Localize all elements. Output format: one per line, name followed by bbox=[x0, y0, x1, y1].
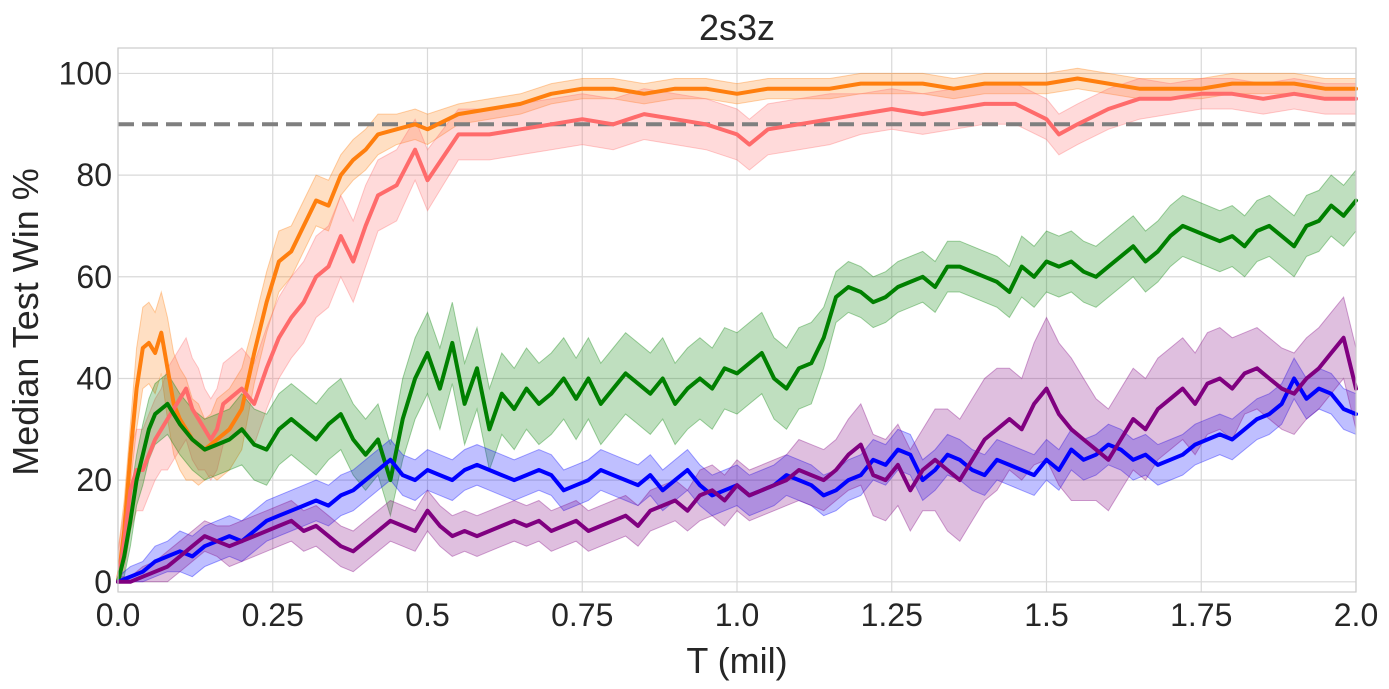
y-tick-labels: 0 20 40 60 80 100 bbox=[59, 55, 112, 599]
series-line-2 bbox=[116, 91, 1358, 584]
x-tick-labels: 0.0 0.25 0.5 0.75 1.0 1.25 1.5 1.75 2.0 bbox=[96, 597, 1378, 633]
grid bbox=[117, 48, 1357, 592]
series-line-1 bbox=[116, 76, 1358, 584]
x-tick-label: 0.0 bbox=[96, 597, 140, 633]
x-tick-label: 1.0 bbox=[715, 597, 759, 633]
series-line-3 bbox=[116, 198, 1358, 584]
x-tick-label: 1.75 bbox=[1170, 597, 1232, 633]
plot-frame bbox=[117, 47, 1357, 593]
series-line-5 bbox=[116, 335, 1358, 584]
x-tick-label: 1.5 bbox=[1024, 597, 1068, 633]
y-axis-label: Median Test Win % bbox=[5, 168, 46, 475]
x-axis-label: T (mil) bbox=[686, 640, 787, 681]
y-tick-label: 40 bbox=[76, 360, 112, 396]
y-tick-label: 60 bbox=[76, 259, 112, 295]
y-tick-label: 100 bbox=[59, 55, 112, 91]
y-tick-label: 80 bbox=[76, 157, 112, 193]
x-tick-label: 0.75 bbox=[551, 597, 613, 633]
chart-title: 2s3z bbox=[699, 7, 775, 48]
series-lines bbox=[116, 76, 1358, 584]
y-tick-label: 0 bbox=[94, 564, 112, 600]
x-tick-label: 1.25 bbox=[861, 597, 923, 633]
y-tick-label: 20 bbox=[76, 462, 112, 498]
x-tick-label: 0.5 bbox=[405, 597, 449, 633]
x-tick-label: 2.0 bbox=[1334, 597, 1378, 633]
x-tick-label: 0.25 bbox=[242, 597, 304, 633]
